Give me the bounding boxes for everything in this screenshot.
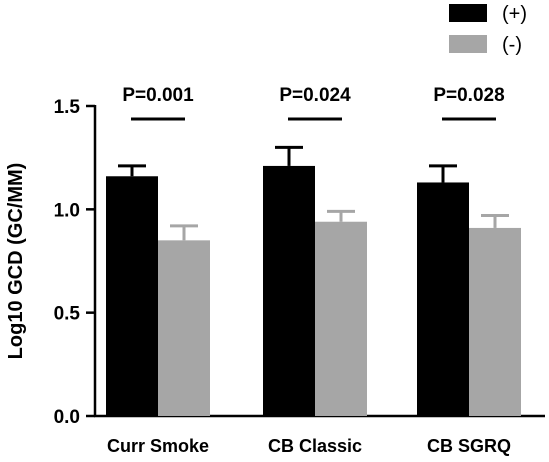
p-value-label: P=0.001 [122, 85, 194, 106]
bar-negative [469, 227, 521, 416]
bar-positive [417, 182, 469, 416]
legend-label-positive: (+) [502, 3, 527, 25]
legend-swatch-positive [449, 4, 487, 22]
y-tick-label: 1.0 [54, 200, 80, 221]
x-category-label: CB SGRQ [427, 436, 511, 456]
p-value-label: P=0.024 [279, 85, 351, 106]
x-category-label: Curr Smoke [107, 436, 209, 456]
y-axis-label: Log10 GCD (GC/MM) [5, 163, 27, 360]
bar-positive [106, 176, 158, 416]
p-value-label: P=0.028 [433, 85, 504, 106]
y-tick-label: 0.0 [54, 407, 80, 428]
legend-label-negative: (-) [502, 34, 522, 56]
bar-positive [263, 165, 315, 416]
y-tick-label: 0.5 [54, 304, 81, 325]
x-category-label: CB Classic [268, 436, 362, 456]
legend-swatch-negative [449, 35, 487, 53]
bar-negative [158, 240, 210, 416]
bar-negative [315, 221, 367, 416]
y-tick-label: 1.5 [54, 97, 81, 118]
